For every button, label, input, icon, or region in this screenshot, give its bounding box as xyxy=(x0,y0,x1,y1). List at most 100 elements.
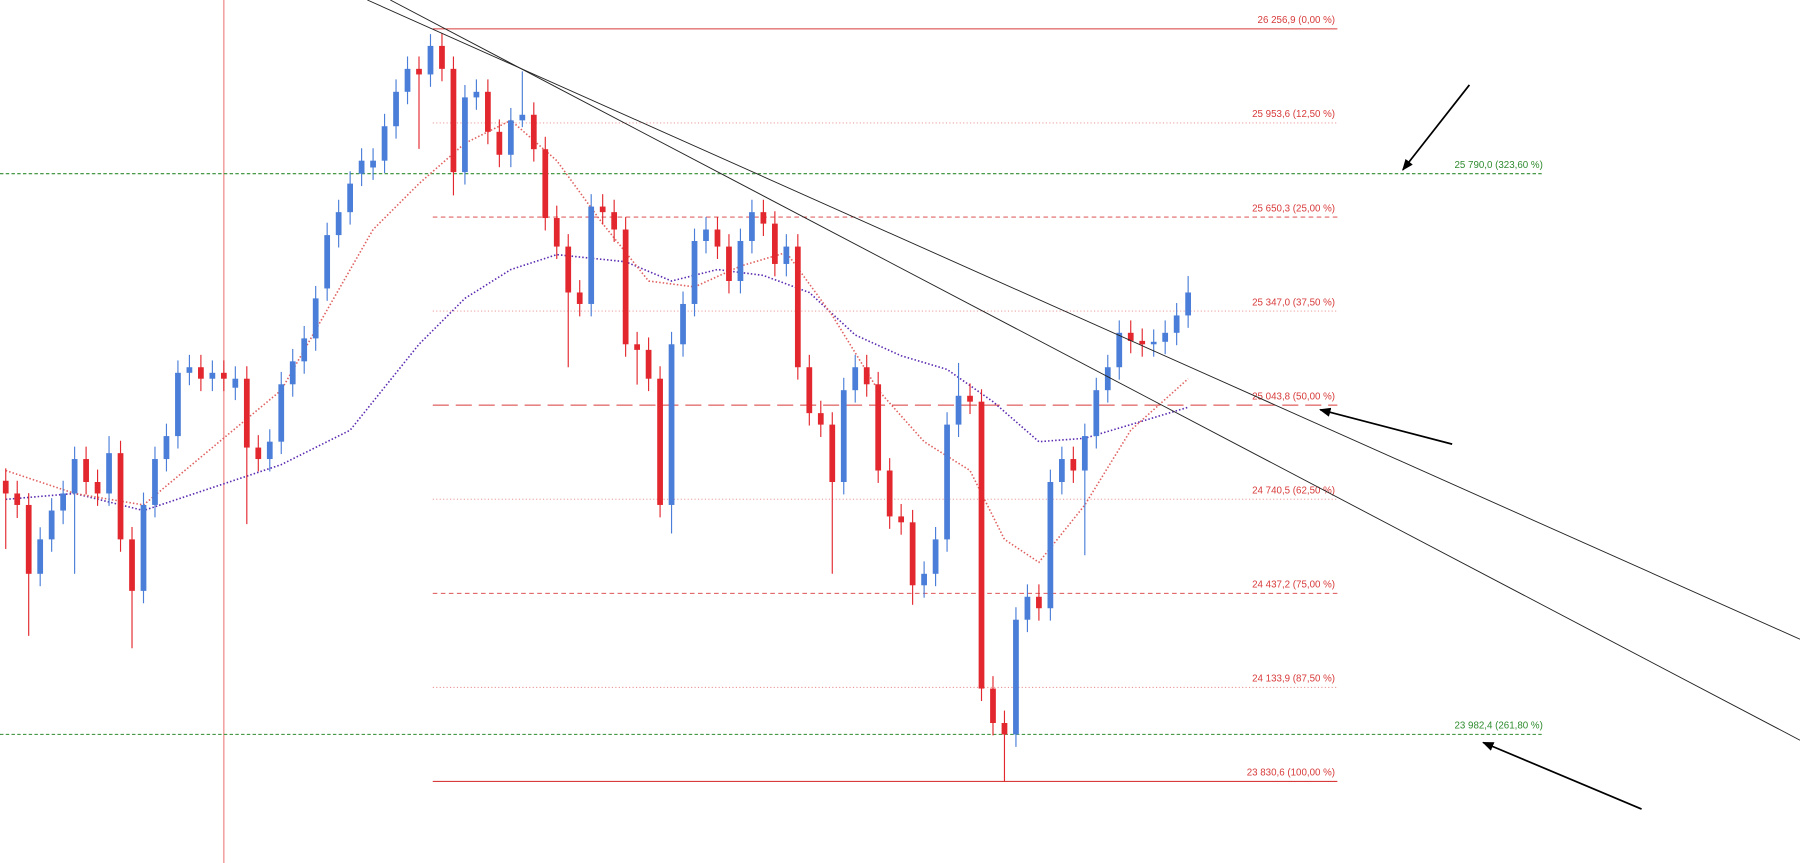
fib-level-label: 26 256,9 (0,00 %) xyxy=(1258,15,1336,26)
candle-body xyxy=(542,149,549,219)
extension-level-label: 25 790,0 (323,60 %) xyxy=(1454,160,1542,171)
candle-body xyxy=(921,573,927,586)
candle-body xyxy=(794,246,801,368)
candle-body xyxy=(817,413,824,425)
candle-body xyxy=(220,372,227,379)
candle-body xyxy=(2,480,9,494)
candle-body xyxy=(129,539,135,591)
moving-averages xyxy=(5,119,1189,564)
candle-body xyxy=(312,298,319,339)
candle-body xyxy=(152,459,158,505)
candle-body xyxy=(83,459,89,482)
fib-level-label: 25 347,0 (37,50 %) xyxy=(1252,297,1335,308)
candle-body xyxy=(806,367,813,414)
candle-body xyxy=(726,246,732,282)
fib-level-label: 25 043,8 (50,00 %) xyxy=(1252,391,1335,402)
moving-average xyxy=(5,119,1189,564)
candle-body xyxy=(1001,722,1008,735)
candle-body xyxy=(530,114,537,150)
candle-body xyxy=(1185,292,1192,316)
fib-level-label: 25 953,6 (12,50 %) xyxy=(1252,109,1335,120)
candle-body xyxy=(909,522,916,586)
candle-body xyxy=(1127,332,1134,341)
candle-body xyxy=(301,338,308,362)
candle-body xyxy=(198,367,204,379)
candle-body xyxy=(60,493,67,511)
candle-body xyxy=(324,235,331,289)
candle-body xyxy=(278,384,285,442)
candle-body xyxy=(358,160,365,174)
candle-body xyxy=(737,240,744,282)
candle-body xyxy=(1104,367,1111,391)
candle-body xyxy=(760,212,767,224)
candle-body xyxy=(967,395,973,402)
candle-body xyxy=(381,126,388,161)
candle-body xyxy=(657,378,663,505)
candle-body xyxy=(243,378,250,448)
candle-body xyxy=(783,246,790,264)
candle-body xyxy=(898,516,905,523)
candle-body xyxy=(25,504,32,574)
candle-body xyxy=(599,206,606,213)
candle-body xyxy=(462,97,468,173)
candle-body xyxy=(978,401,985,689)
candle-body xyxy=(1013,619,1019,735)
candle-body xyxy=(175,372,181,437)
candle-body xyxy=(255,447,262,460)
candle-body xyxy=(48,510,55,540)
candle-body xyxy=(611,212,618,230)
candle-body xyxy=(519,114,526,121)
candle-body xyxy=(404,68,411,92)
candle-body xyxy=(680,303,686,345)
candle-body xyxy=(1093,390,1100,437)
candle-body xyxy=(289,361,296,385)
trend-line xyxy=(367,0,1800,640)
fib-level-label: 23 830,6 (100,00 %) xyxy=(1247,768,1335,779)
candle-body xyxy=(565,246,572,293)
extension-level-label: 23 982,4 (261,80 %) xyxy=(1454,721,1542,732)
candle-body xyxy=(553,218,560,247)
candle-body xyxy=(852,367,859,391)
candle-body xyxy=(932,539,939,574)
candle-body xyxy=(749,212,755,241)
candle-body xyxy=(1116,332,1123,368)
candle-body xyxy=(507,120,514,155)
candle-body xyxy=(634,344,640,350)
candle-body xyxy=(875,384,882,471)
candle-body xyxy=(106,453,112,494)
candle-body xyxy=(668,344,675,505)
candle-body xyxy=(209,372,216,379)
candle-body xyxy=(370,160,376,168)
candle-body xyxy=(944,424,950,540)
candle-body xyxy=(1070,459,1077,471)
candle-body xyxy=(427,45,434,75)
candle-body xyxy=(691,240,698,304)
candle-body xyxy=(1139,340,1146,345)
candle-body xyxy=(1024,596,1031,620)
candle-body xyxy=(117,453,124,540)
candle-body xyxy=(37,539,44,574)
candle-body xyxy=(1162,332,1169,342)
candles xyxy=(2,33,1192,782)
arrow xyxy=(1402,84,1471,171)
candle-body xyxy=(772,223,778,264)
fib-level-label: 24 437,2 (75,00 %) xyxy=(1252,580,1335,591)
candle-body xyxy=(496,131,503,155)
candle-body xyxy=(886,470,893,517)
fib-level-label: 24 740,5 (62,50 %) xyxy=(1252,485,1335,496)
candle-body xyxy=(163,436,170,460)
candle-body xyxy=(703,229,709,241)
candle-body xyxy=(576,292,583,304)
candle-body xyxy=(622,229,629,345)
candle-body xyxy=(485,91,491,132)
candle-body xyxy=(416,68,422,75)
candle-body xyxy=(1081,436,1088,471)
candle-body xyxy=(266,441,273,460)
arrow xyxy=(1319,407,1453,445)
candle-body xyxy=(71,459,78,494)
candle-body xyxy=(990,688,996,723)
fib-level-label: 24 133,9 (87,50 %) xyxy=(1252,674,1335,685)
candle-body xyxy=(840,390,847,482)
candle-body xyxy=(1036,596,1042,609)
candle-body xyxy=(450,68,457,173)
